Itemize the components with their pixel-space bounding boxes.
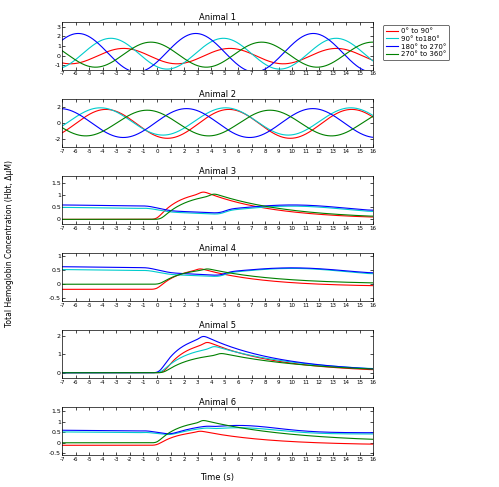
Text: Time (s): Time (s) xyxy=(200,473,234,482)
Title: Animal 3: Animal 3 xyxy=(199,167,237,176)
180° to 270° xyxy=(228,56,234,62)
180° to 270° xyxy=(59,37,65,43)
Line: 90° to180°: 90° to180° xyxy=(62,38,373,69)
90° to180° xyxy=(277,66,283,72)
90° to180° xyxy=(245,48,251,54)
180° to 270° xyxy=(315,31,321,37)
0° to 90° xyxy=(315,50,321,56)
90° to180° xyxy=(364,53,370,59)
180° to 270° xyxy=(363,68,369,74)
Title: Animal 4: Animal 4 xyxy=(199,244,237,253)
Legend: 0° to 90°, 90° to180°, 180° to 270°, 270° to 360°: 0° to 90°, 90° to180°, 180° to 270°, 270… xyxy=(383,25,449,60)
270° to 360° xyxy=(210,63,216,69)
0° to 90° xyxy=(59,60,65,66)
180° to 270° xyxy=(245,68,251,74)
270° to 360° xyxy=(364,40,370,46)
180° to 270° xyxy=(369,69,375,75)
0° to 90° xyxy=(364,55,370,61)
270° to 360° xyxy=(315,64,321,70)
Title: Animal 2: Animal 2 xyxy=(199,90,237,99)
270° to 360° xyxy=(370,39,376,45)
270° to 360° xyxy=(228,54,234,59)
270° to 360° xyxy=(245,43,251,49)
90° to180° xyxy=(208,39,214,45)
90° to180° xyxy=(210,38,216,44)
Line: 180° to 270°: 180° to 270° xyxy=(62,34,373,72)
270° to 360° xyxy=(203,64,209,70)
Title: Animal 5: Animal 5 xyxy=(199,321,237,330)
Line: 0° to 90°: 0° to 90° xyxy=(62,48,373,64)
180° to 270° xyxy=(370,69,376,75)
0° to 90° xyxy=(370,57,376,63)
270° to 360° xyxy=(59,48,65,54)
Text: Total Hemoglobin Concentration (Hbt, ΔμM): Total Hemoglobin Concentration (Hbt, ΔμM… xyxy=(5,160,14,327)
180° to 270° xyxy=(193,31,199,37)
0° to 90° xyxy=(245,49,251,55)
270° to 360° xyxy=(208,64,214,70)
270° to 360° xyxy=(259,39,265,45)
Line: 270° to 360°: 270° to 360° xyxy=(62,42,373,67)
Title: Animal 1: Animal 1 xyxy=(199,13,237,22)
Title: Animal 6: Animal 6 xyxy=(199,398,237,407)
0° to 90° xyxy=(210,49,216,55)
0° to 90° xyxy=(67,61,73,67)
90° to180° xyxy=(370,58,376,64)
90° to180° xyxy=(315,42,321,48)
0° to 90° xyxy=(333,45,339,51)
90° to180° xyxy=(59,65,65,71)
180° to 270° xyxy=(208,37,214,42)
90° to180° xyxy=(228,37,234,43)
90° to180° xyxy=(108,36,114,41)
0° to 90° xyxy=(228,45,234,51)
0° to 90° xyxy=(208,50,214,56)
180° to 270° xyxy=(210,38,216,44)
